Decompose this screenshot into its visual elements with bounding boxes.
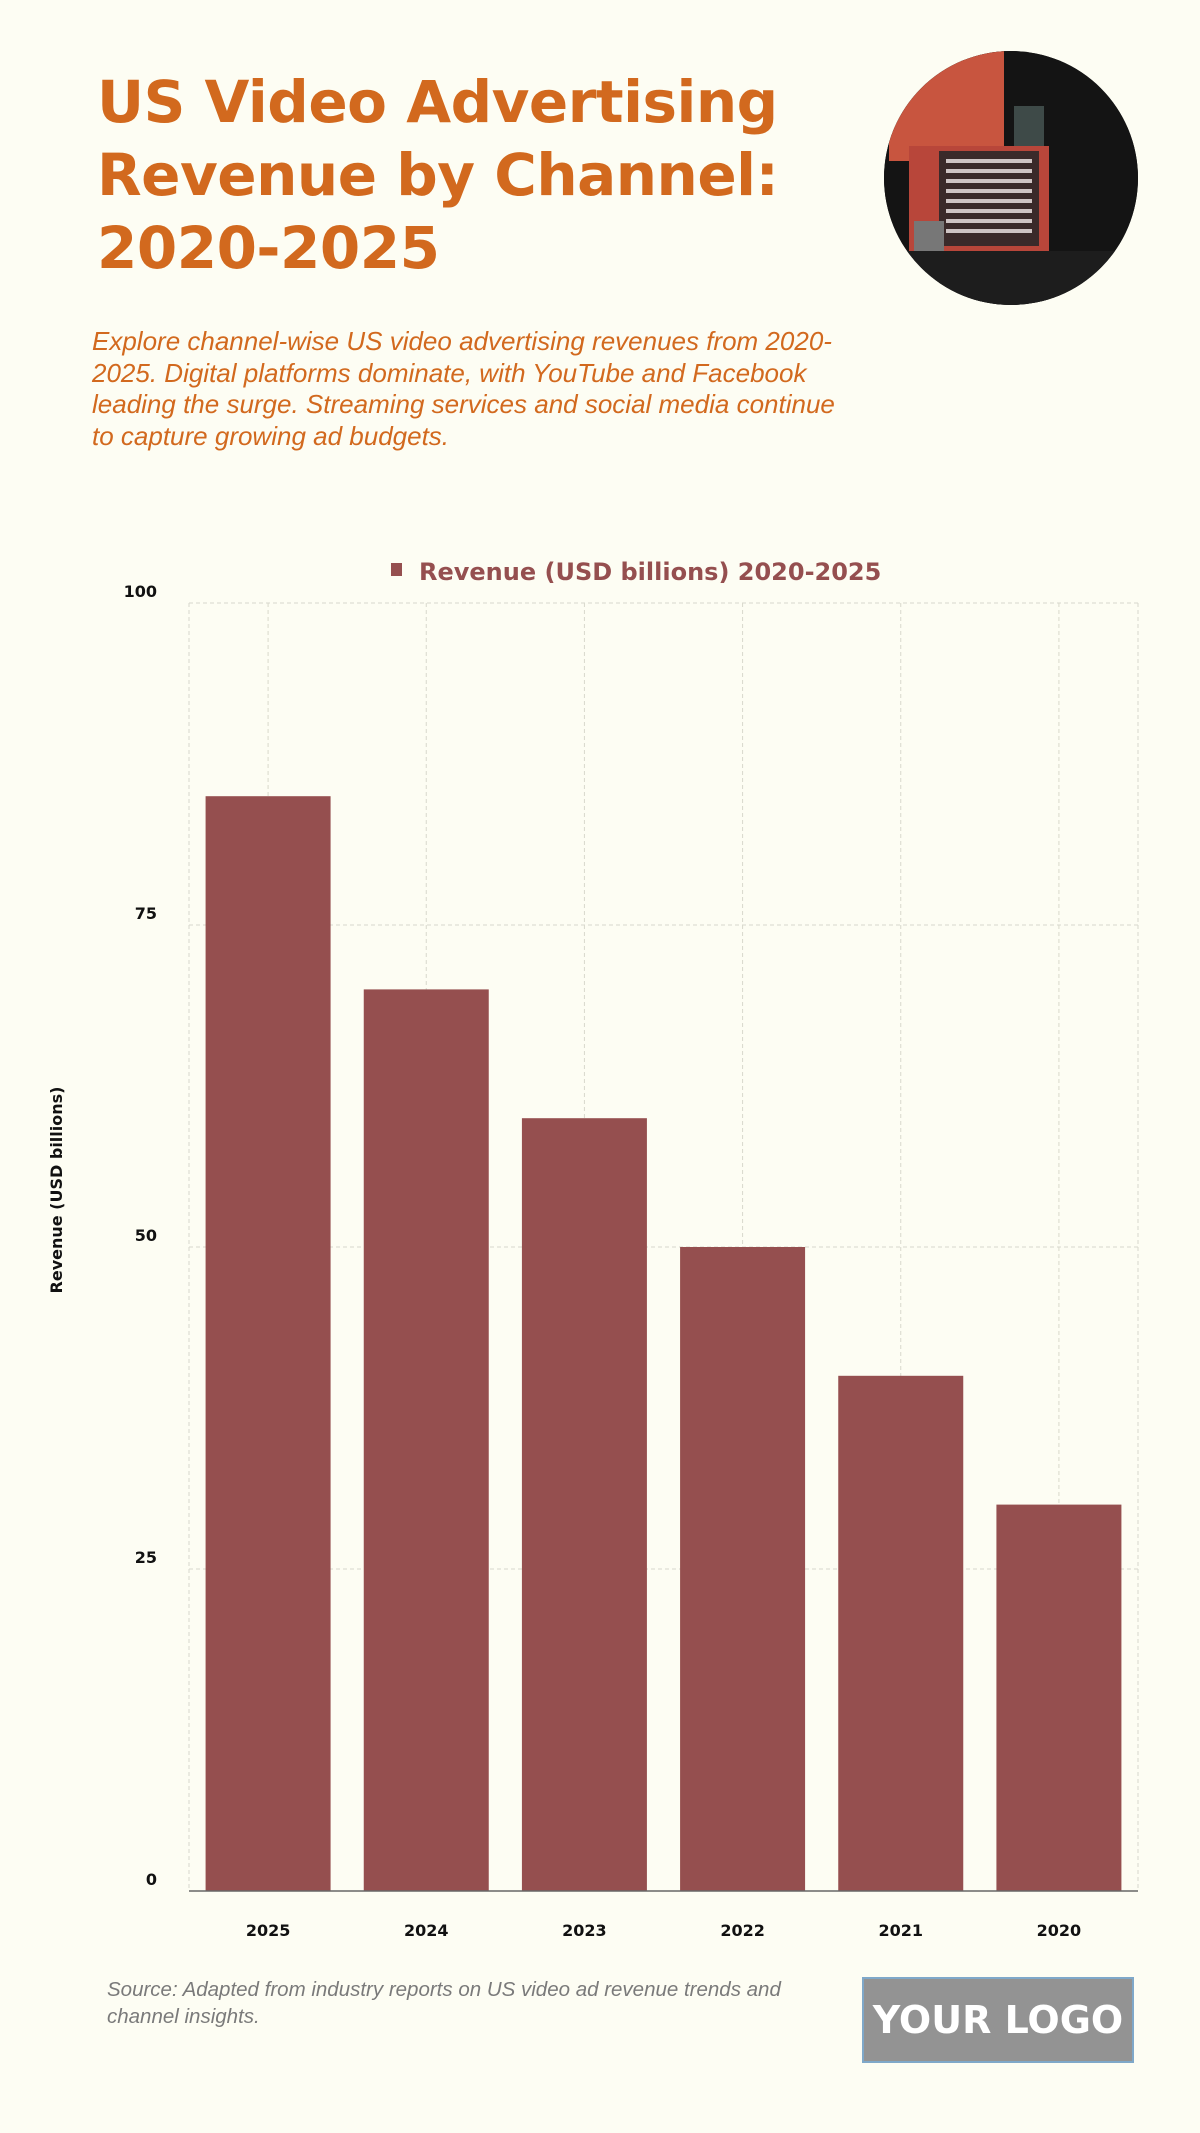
bar-2023 bbox=[521, 1118, 647, 1891]
legend-label: Revenue (USD billions) 2020-2025 bbox=[419, 558, 881, 586]
bar-2022 bbox=[680, 1247, 806, 1891]
x-tick-label: 2021 bbox=[878, 1921, 923, 1940]
x-tick-label: 2023 bbox=[562, 1921, 607, 1940]
billboard-photo bbox=[884, 51, 1138, 305]
y-tick-label: 75 bbox=[135, 904, 157, 923]
y-tick-label: 0 bbox=[146, 1870, 157, 1889]
y-tick-label: 25 bbox=[135, 1548, 157, 1567]
page-title: US Video Advertising Revenue by Channel:… bbox=[97, 68, 779, 282]
x-tick-label: 2025 bbox=[246, 1921, 291, 1940]
bar-2021 bbox=[838, 1375, 964, 1891]
bar-2025 bbox=[205, 796, 331, 1892]
bars bbox=[205, 796, 1122, 1892]
legend-swatch bbox=[391, 563, 402, 576]
source-note: Source: Adapted from industry reports on… bbox=[107, 1978, 781, 2028]
bar-2024 bbox=[363, 989, 489, 1891]
page-subtitle: Explore channel-wise US video advertisin… bbox=[92, 326, 835, 451]
bar-2020 bbox=[996, 1504, 1122, 1891]
y-tick-label: 50 bbox=[135, 1226, 157, 1245]
y-axis-ticks: 0 25 50 75 100 bbox=[124, 582, 157, 1889]
x-tick-label: 2020 bbox=[1037, 1921, 1082, 1940]
logo-placeholder: YOUR LOGO bbox=[862, 1977, 1134, 2063]
legend: Revenue (USD billions) 2020-2025 bbox=[391, 558, 881, 586]
y-tick-label: 100 bbox=[124, 582, 157, 601]
grid bbox=[188, 602, 1139, 1891]
x-tick-label: 2022 bbox=[720, 1921, 765, 1940]
x-tick-label: 2024 bbox=[404, 1921, 449, 1940]
y-axis-label: Revenue (USD billions) bbox=[47, 1087, 66, 1294]
x-axis-ticks: 2025 2024 2023 2022 2021 2020 bbox=[246, 1921, 1081, 1940]
